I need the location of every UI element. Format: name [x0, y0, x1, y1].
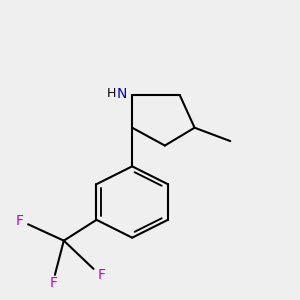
Text: F: F — [50, 276, 57, 290]
Text: N: N — [117, 86, 127, 100]
Text: F: F — [98, 268, 106, 282]
Text: H: H — [107, 87, 116, 100]
Text: F: F — [15, 214, 23, 228]
